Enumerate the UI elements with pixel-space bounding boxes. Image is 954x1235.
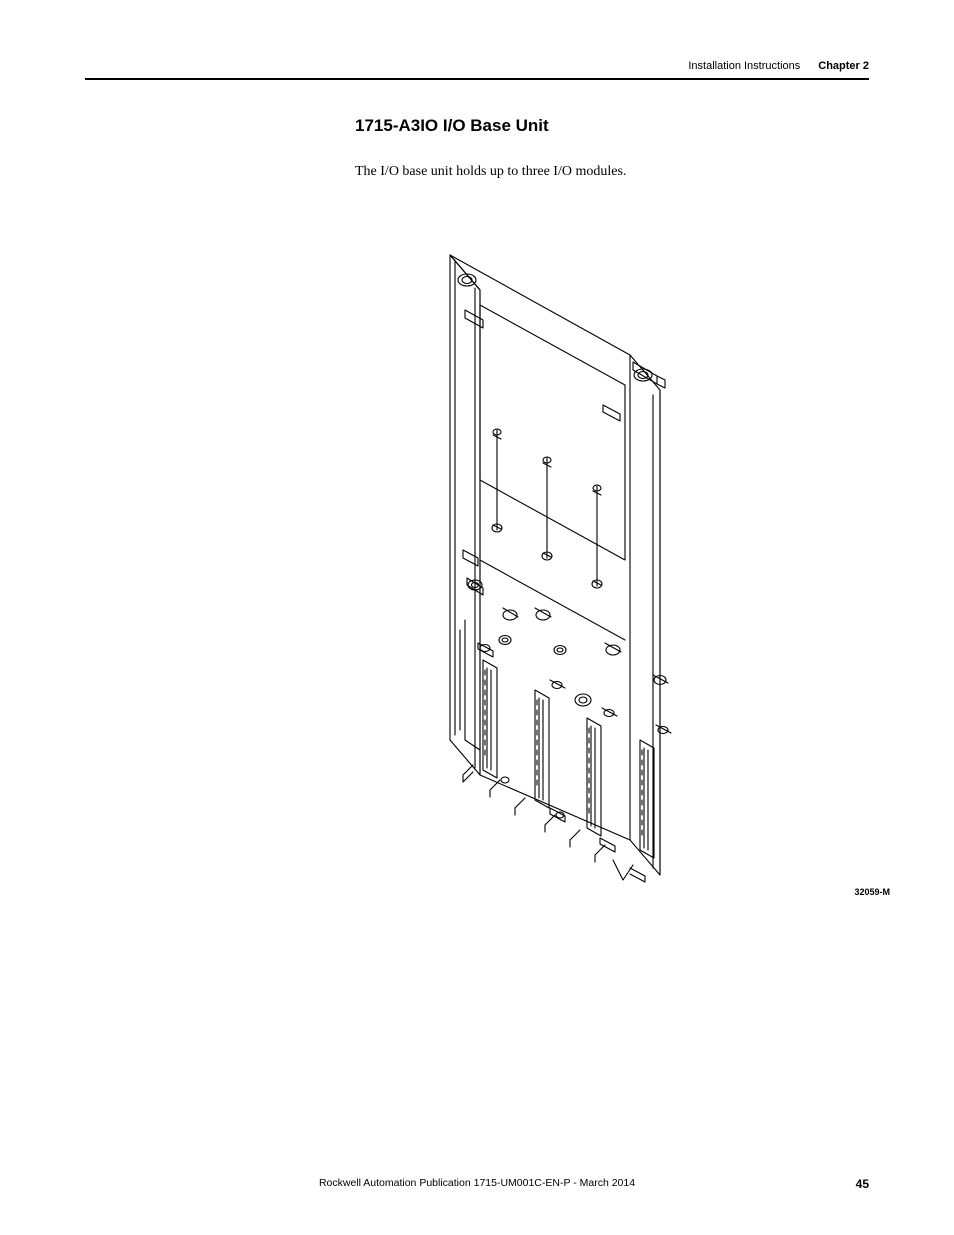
section-title: 1715-A3IO I/O Base Unit [355,116,869,136]
io-base-unit-drawing [405,220,685,900]
header-section-label: Installation Instructions [688,60,800,72]
body-paragraph: The I/O base unit holds up to three I/O … [355,164,869,180]
header-chapter-label: Chapter 2 [818,60,869,72]
figure-id-label: 32059-M [854,887,890,897]
page: Installation Instructions Chapter 2 1715… [0,0,954,1235]
page-footer: Rockwell Automation Publication 1715-UM0… [85,1177,869,1191]
footer-page-number: 45 [856,1177,869,1191]
figure-container: 32059-M [405,220,825,905]
content-area: 1715-A3IO I/O Base Unit The I/O base uni… [85,80,869,905]
page-header: Installation Instructions Chapter 2 [85,60,869,78]
footer-publication: Rockwell Automation Publication 1715-UM0… [319,1177,635,1189]
